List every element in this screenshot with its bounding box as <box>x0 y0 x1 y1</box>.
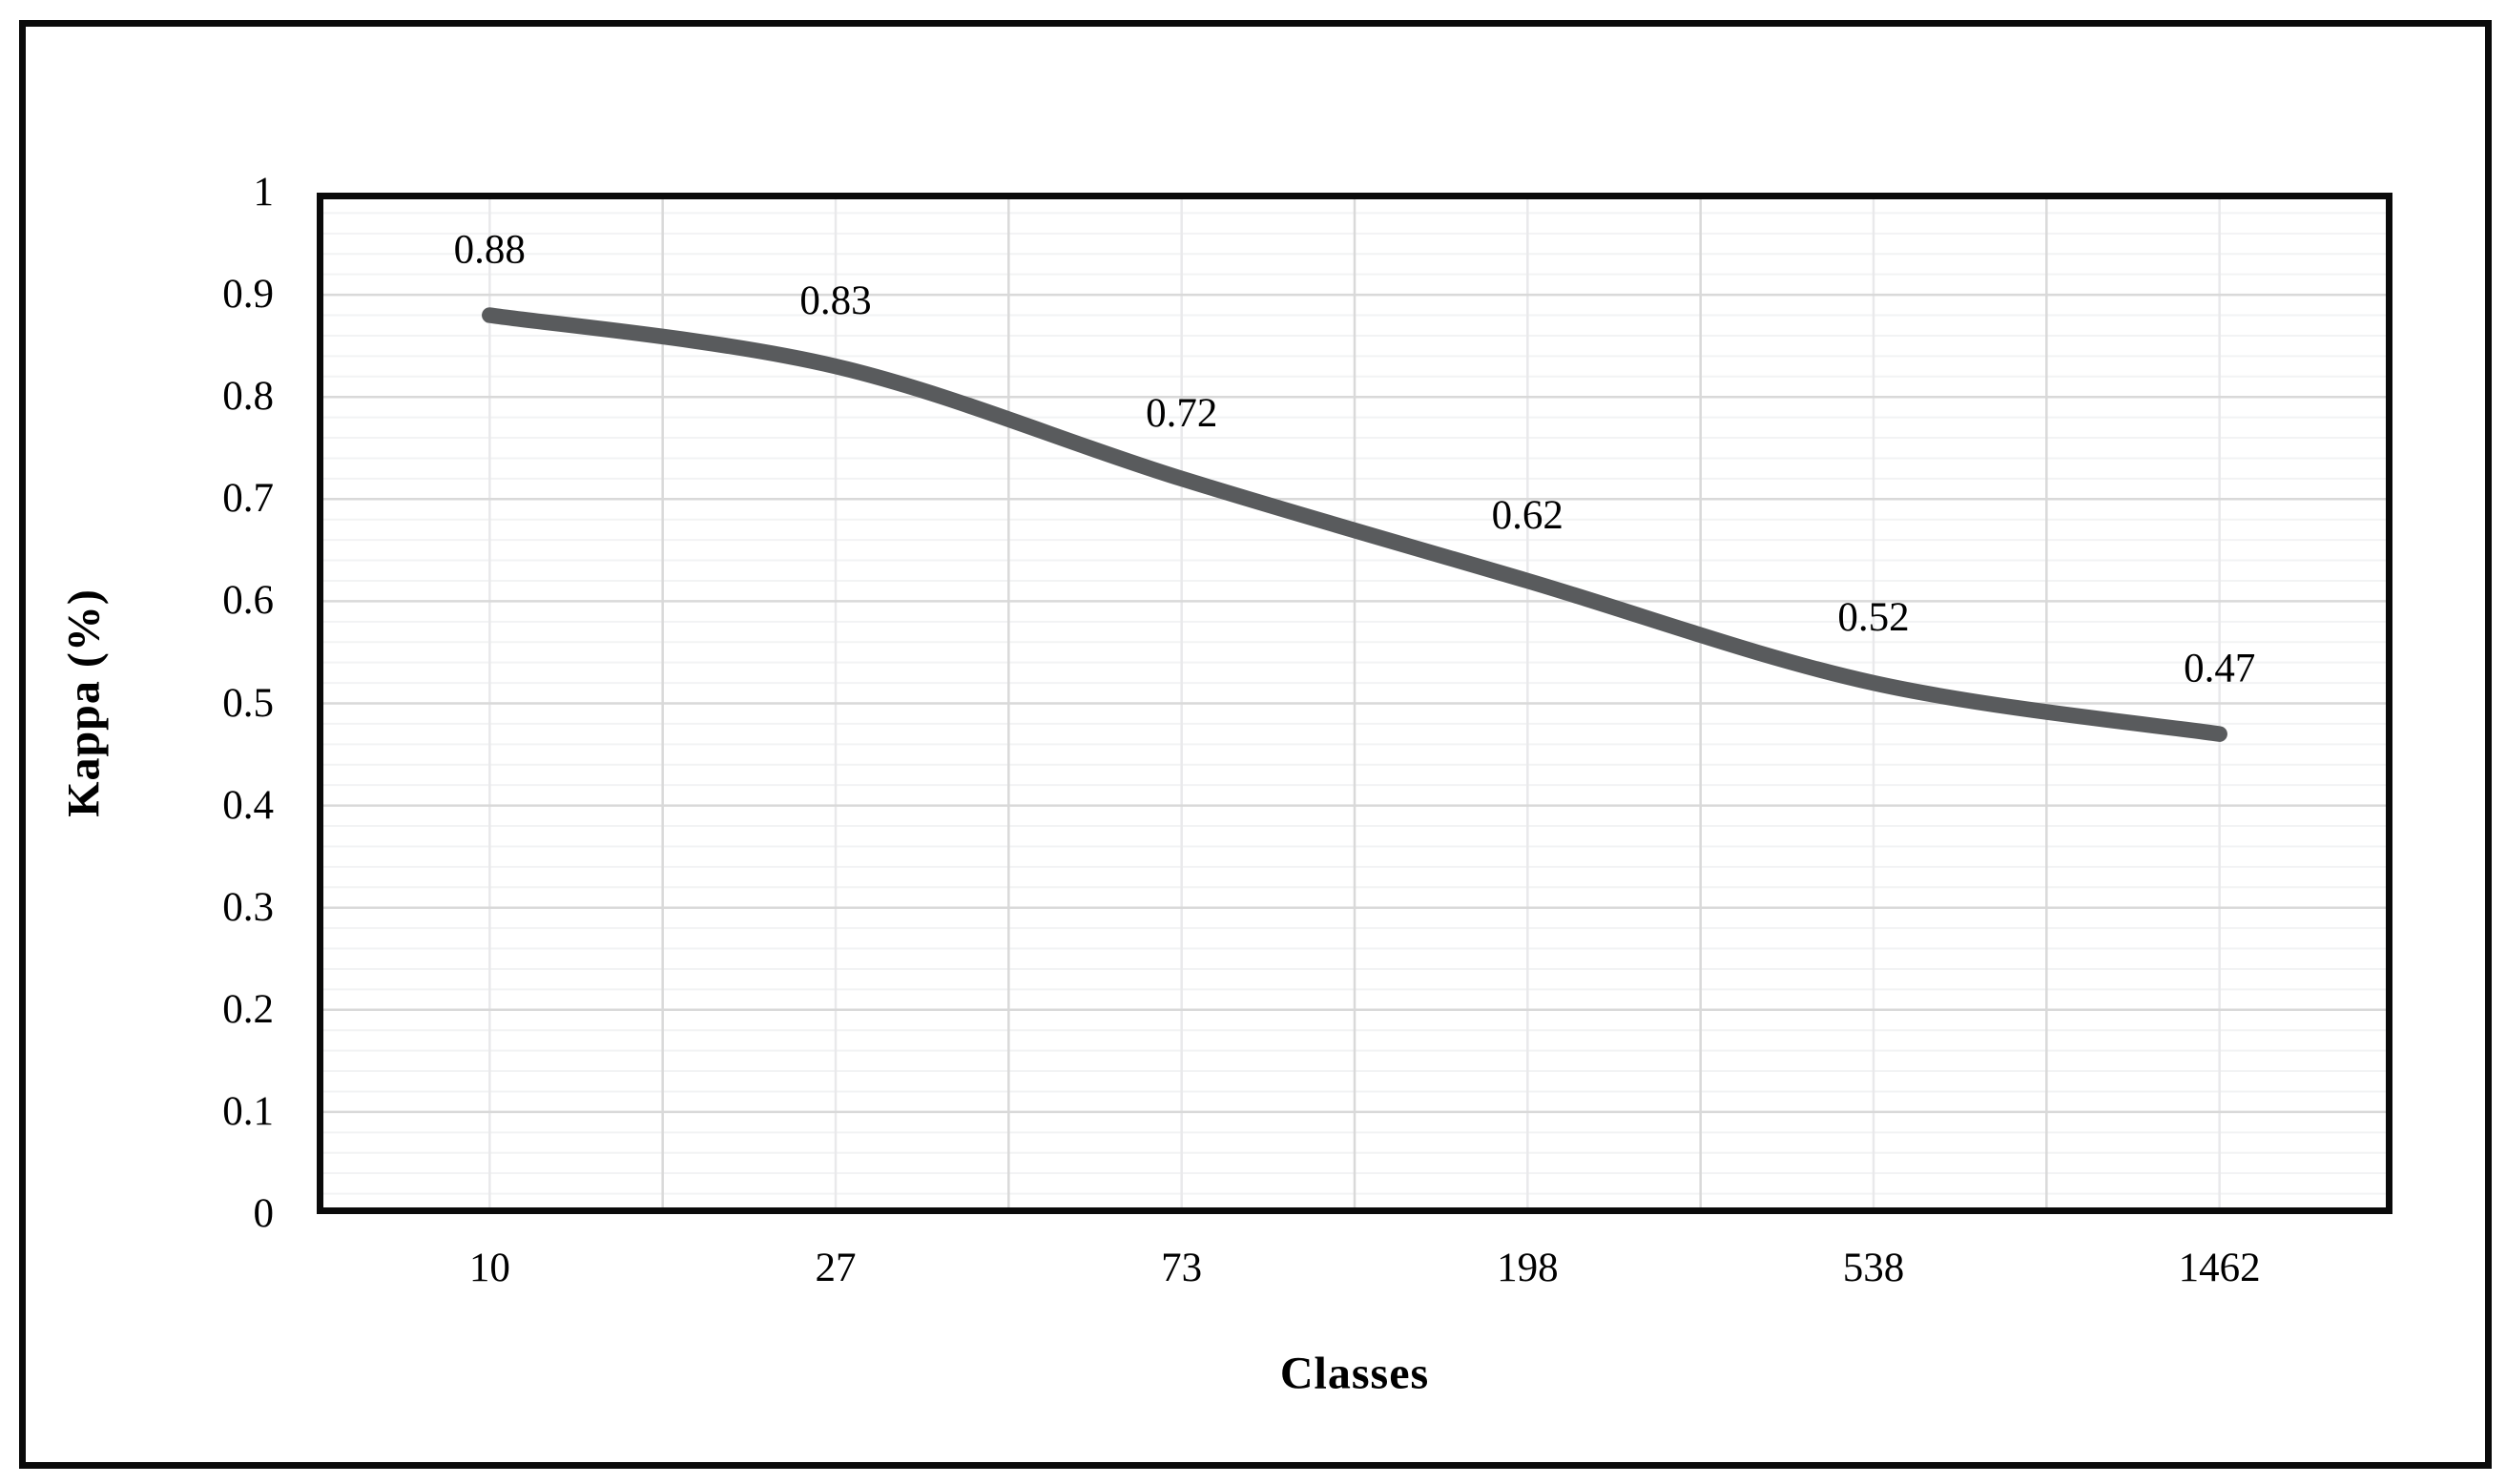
plot-border <box>317 193 2392 1214</box>
y-tick-label: 0.1 <box>222 1088 274 1134</box>
x-tick-label: 538 <box>1842 1246 1905 1290</box>
y-tick-label: 0.5 <box>222 680 274 726</box>
data-label: 0.88 <box>454 228 526 273</box>
data-label: 0.62 <box>1492 493 1564 538</box>
data-label: 0.83 <box>799 278 871 323</box>
y-tick-label: 0 <box>253 1191 275 1236</box>
data-label: 0.72 <box>1146 391 1217 436</box>
x-tick-label: 1462 <box>2178 1246 2261 1290</box>
y-tick-label: 1 <box>253 170 275 215</box>
x-tick-label: 27 <box>815 1246 857 1290</box>
y-tick-label: 0.3 <box>222 884 274 930</box>
plot-area: 0.88 0.83 0.72 0.62 0.52 0.47 <box>317 193 2392 1214</box>
y-tick-label: 0.9 <box>222 272 274 318</box>
data-label: 0.52 <box>1837 595 1909 640</box>
x-tick-label: 198 <box>1497 1246 1559 1290</box>
y-tick-label: 0.7 <box>222 476 274 522</box>
x-axis-title: Classes <box>1279 1348 1430 1399</box>
kappa-line-chart: 0.88 0.83 0.72 0.62 0.52 0.47 <box>317 193 2392 1214</box>
y-tick-label: 0.4 <box>222 782 274 828</box>
data-label: 0.47 <box>2184 647 2255 691</box>
x-tick-label: 73 <box>1161 1246 1203 1290</box>
y-tick-label: 0.6 <box>222 578 274 624</box>
y-tick-label: 0.8 <box>222 374 274 420</box>
y-tick-label: 0.2 <box>222 986 274 1032</box>
kappa-series-line <box>482 307 2227 742</box>
x-tick-label: 10 <box>468 1246 510 1290</box>
